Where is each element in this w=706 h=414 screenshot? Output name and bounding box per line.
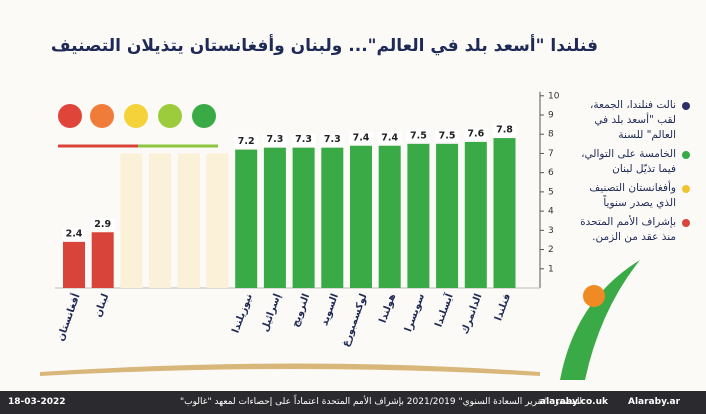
value-label: 7.3	[324, 134, 341, 145]
value-label: 2.4	[66, 228, 83, 239]
bar	[91, 232, 114, 288]
faces	[58, 104, 218, 148]
value-label: 2.9	[94, 219, 111, 230]
face	[58, 104, 82, 128]
value-label: 7.4	[353, 132, 370, 143]
y-tick-label: 3	[548, 226, 554, 236]
placeholder-bar	[120, 153, 143, 288]
placeholder-bar	[206, 153, 229, 288]
bar-label-bg	[62, 227, 86, 240]
bar-label-bg	[377, 131, 402, 144]
bar	[436, 143, 459, 288]
logo	[560, 260, 640, 380]
bar-label-bg	[291, 133, 316, 146]
x-tick-label: لوكسمبورغ	[340, 292, 369, 348]
x-tick-label: أفغانستان	[53, 292, 82, 343]
bar-label-bg	[349, 131, 373, 144]
face	[124, 104, 148, 128]
x-tick-label: آيسلندا	[432, 291, 456, 329]
social: Alaraby.ar	[628, 397, 681, 407]
y-tick-label: 4	[548, 207, 554, 217]
x-tick-label: لبنان	[93, 292, 112, 319]
site: alaraby.co.uk	[540, 397, 608, 407]
bar-label-bg	[320, 133, 345, 146]
x-tick-label: فنلندا	[493, 292, 513, 322]
sidebar-item: بإشراف الأمم المتحدة منذ عقد من الزمن.	[570, 215, 690, 245]
swoosh	[40, 363, 540, 376]
bar	[235, 149, 258, 288]
x-tick-label: إسرائيل	[260, 292, 284, 333]
value-label: 7.4	[381, 132, 398, 143]
sidebar-item: نالت فنلندا، الجمعة، لقب "أسعد بلد في ال…	[570, 98, 690, 143]
placeholder-bar	[177, 153, 200, 288]
bar-label-bg	[435, 129, 460, 142]
x-tick-label: النرويج	[290, 292, 312, 328]
date: 18-03-2022	[8, 397, 66, 407]
x-tick-label: الدانمرك	[460, 292, 485, 335]
logo-swoosh	[560, 260, 640, 380]
value-label: 7.3	[295, 134, 312, 145]
bar-label-bg	[463, 127, 488, 140]
bar	[464, 141, 487, 288]
value-label: 7.5	[439, 130, 456, 141]
bar	[292, 147, 315, 288]
y-tick-label: 5	[548, 187, 554, 197]
face	[192, 104, 216, 128]
logo-dot	[583, 285, 605, 307]
bar-label-bg	[492, 124, 517, 137]
y-tick-label: 1	[548, 264, 554, 274]
bar-label-bg	[262, 133, 287, 146]
face	[158, 104, 182, 128]
x-tick-label: سويسرا	[403, 292, 427, 333]
bar	[407, 143, 430, 288]
sidebar-item: الخامسة على التوالي، فيما تذيّل لبنان	[570, 147, 690, 177]
bar-label-bg	[90, 218, 115, 231]
y-tick-label: 2	[548, 245, 554, 255]
x-tick-label: نيوزيلندا	[230, 292, 254, 334]
value-label: 7.5	[410, 130, 427, 141]
footer: 18-03-2022 المصدر: "تقرير السعادة السنوي…	[0, 391, 706, 414]
bar-label-bg	[406, 129, 431, 142]
y-tick-label: 10	[548, 91, 560, 101]
title: فنلندا "أسعد بلد في العالم"... ولبنان وأ…	[50, 36, 598, 56]
bar	[493, 138, 516, 288]
sidebar: نالت فنلندا، الجمعة، لقب "أسعد بلد في ال…	[570, 98, 690, 249]
bar	[321, 147, 344, 288]
value-label: 7.6	[467, 128, 484, 139]
y-tick-label: 7	[548, 149, 554, 159]
y-tick-label: 9	[548, 111, 554, 121]
bar	[350, 145, 372, 288]
bar	[63, 241, 85, 288]
bar-label-bg	[234, 135, 259, 148]
bar	[378, 145, 401, 288]
value-label: 7.2	[238, 136, 255, 147]
value-label: 7.8	[496, 125, 513, 136]
value-label: 7.3	[266, 134, 283, 145]
source: المصدر: "تقرير السعادة السنوي" 2021/2019…	[180, 397, 582, 407]
placeholder-bar	[149, 153, 172, 288]
sidebar-item: وأفغانستان التصنيف الذي يصدر سنوياً	[570, 181, 690, 211]
y-tick-label: 6	[548, 168, 554, 178]
x-tick-label: السويد	[319, 292, 341, 327]
bar	[263, 147, 286, 288]
face	[90, 104, 114, 128]
x-tick-label: هولندا	[378, 292, 399, 324]
y-tick-label: 8	[548, 130, 554, 140]
